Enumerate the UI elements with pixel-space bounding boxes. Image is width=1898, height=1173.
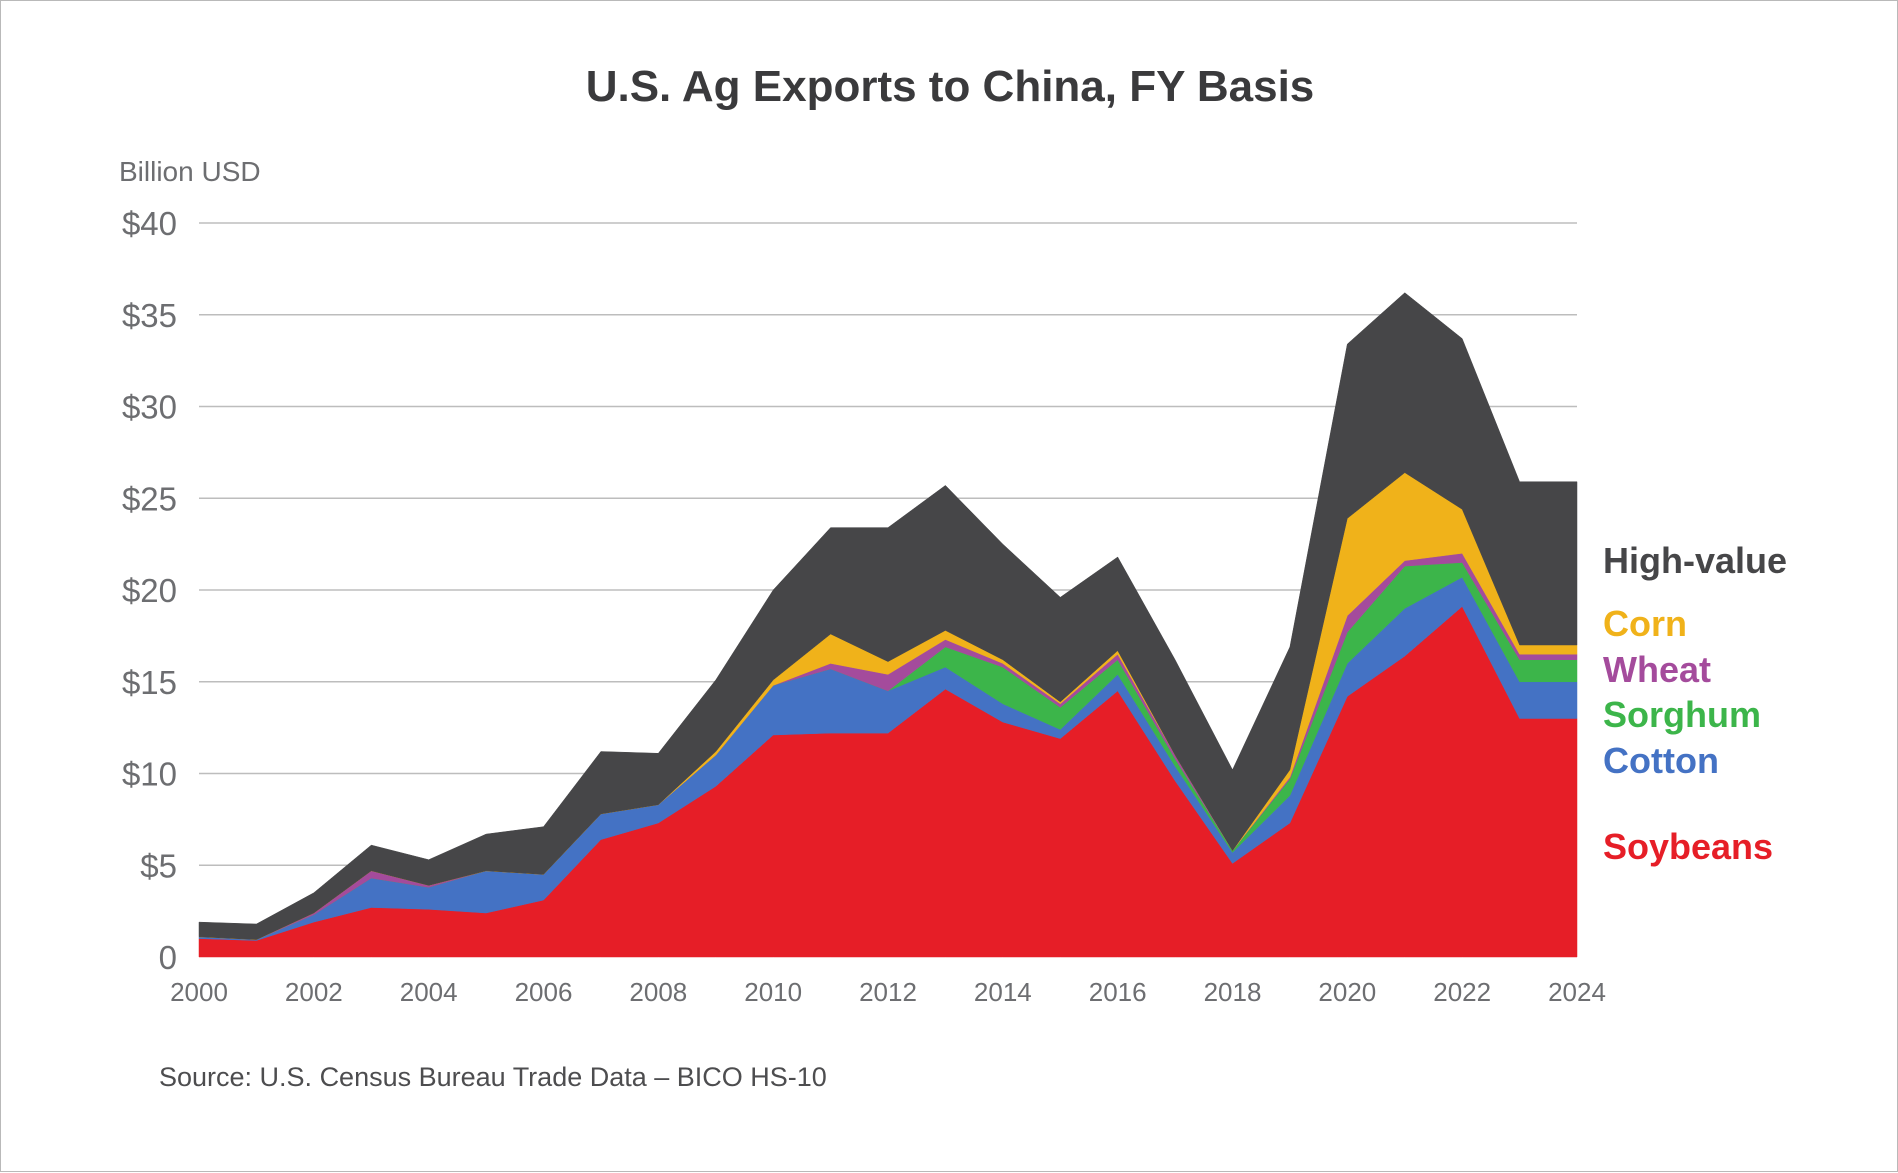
y-tick-label: $20 bbox=[122, 572, 177, 609]
y-tick-label: $35 bbox=[122, 297, 177, 334]
chart-title: U.S. Ag Exports to China, FY Basis bbox=[586, 62, 1315, 111]
x-tick-label: 2012 bbox=[859, 977, 917, 1007]
y-axis-label: Billion USD bbox=[119, 156, 261, 187]
legend-wheat: Wheat bbox=[1603, 649, 1711, 690]
x-tick-label: 2008 bbox=[629, 977, 687, 1007]
source-note: Source: U.S. Census Bureau Trade Data – … bbox=[159, 1062, 827, 1092]
x-tick-label: 2006 bbox=[515, 977, 573, 1007]
stacked-areas bbox=[198, 292, 1578, 958]
x-tick-label: 2014 bbox=[974, 977, 1032, 1007]
y-tick-label: $40 bbox=[122, 205, 177, 242]
x-tick-label: 2010 bbox=[744, 977, 802, 1007]
x-tick-label: 2000 bbox=[170, 977, 228, 1007]
legend-cotton: Cotton bbox=[1603, 740, 1719, 781]
x-tick-label: 2024 bbox=[1548, 977, 1606, 1007]
y-tick-label: $10 bbox=[122, 756, 177, 793]
y-tick-label: $25 bbox=[122, 480, 177, 517]
x-axis-ticks: 2000 2002 2004 2006 2008 2010 2012 2014 2016 2018… bbox=[170, 977, 1606, 1007]
area-high-value bbox=[198, 292, 1578, 940]
legend-corn: Corn bbox=[1603, 603, 1687, 644]
legend-sorghum: Sorghum bbox=[1603, 694, 1761, 735]
x-tick-label: 2004 bbox=[400, 977, 458, 1007]
y-tick-label: $15 bbox=[122, 664, 177, 701]
y-tick-label: $30 bbox=[122, 389, 177, 426]
legend-soybeans: Soybeans bbox=[1603, 826, 1773, 867]
x-tick-label: 2016 bbox=[1089, 977, 1147, 1007]
legend-high-value: High-value bbox=[1603, 540, 1787, 581]
x-tick-label: 2020 bbox=[1318, 977, 1376, 1007]
y-axis-ticks: 0 $5 $10 $15 $20 $25 $30 $35 $40 bbox=[122, 205, 177, 976]
y-tick-label: $5 bbox=[140, 847, 177, 884]
x-tick-label: 2002 bbox=[285, 977, 343, 1007]
y-tick-label: 0 bbox=[159, 939, 177, 976]
x-tick-label: 2022 bbox=[1433, 977, 1491, 1007]
x-tick-label: 2018 bbox=[1204, 977, 1262, 1007]
